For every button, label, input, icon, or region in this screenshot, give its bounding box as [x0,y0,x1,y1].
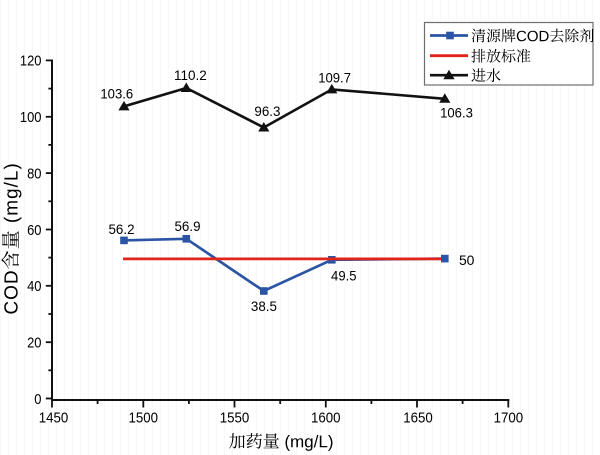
svg-text:1550: 1550 [220,410,250,427]
svg-text:80: 80 [27,165,41,182]
svg-text:38.5: 38.5 [251,298,277,314]
svg-text:1600: 1600 [311,410,341,427]
svg-text:103.6: 103.6 [100,86,133,102]
svg-text:1450: 1450 [39,410,69,427]
svg-text:56.9: 56.9 [175,218,201,234]
svg-text:109.7: 109.7 [318,70,351,86]
svg-text:50: 50 [459,252,475,268]
svg-text:96.3: 96.3 [254,103,280,119]
svg-text:0: 0 [34,391,41,408]
svg-text:1500: 1500 [129,410,159,427]
svg-text:60: 60 [27,222,41,239]
svg-text:49.5: 49.5 [331,268,357,284]
svg-text:100: 100 [20,109,42,126]
svg-text:110.2: 110.2 [174,67,207,83]
svg-text:1700: 1700 [494,410,524,427]
svg-text:106.3: 106.3 [440,104,473,120]
svg-text:56.2: 56.2 [109,221,135,237]
svg-text:20: 20 [27,335,41,352]
svg-text:1650: 1650 [403,410,433,427]
svg-text:120: 120 [20,53,42,70]
svg-text:40: 40 [27,278,41,295]
